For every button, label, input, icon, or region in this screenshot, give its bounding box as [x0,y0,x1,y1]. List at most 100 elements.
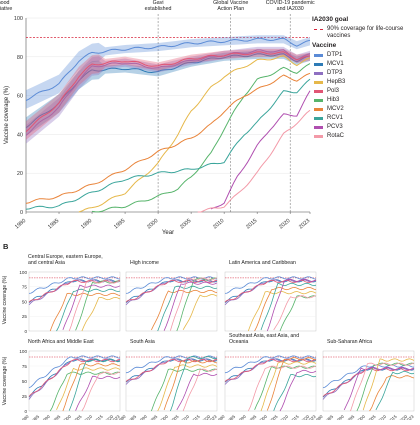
x-tick-label: 2023 [298,218,311,230]
legend: IA2030 goal 90% coverage for life-course… [312,13,416,142]
series-line-pol3 [125,358,218,382]
panel-a: 0 20 40 60 80 100 1980 1985 1990 1995 2000 2005 2010… [0,0,315,236]
x-tick-label: 1995 [247,414,258,420]
legend-swatch [314,126,323,130]
y-tick-label: 25 [22,314,28,319]
legend-swatch [314,90,323,94]
legend-label: MCV2 [327,106,344,113]
x-tick-label: 1980 [215,414,226,420]
series-line-hib3 [91,63,311,213]
x-tick-label: 2005 [179,218,192,230]
uncertainty-band-mcv1 [26,50,310,136]
series-line-hib3 [279,295,317,332]
x-tick-label: 1990 [80,218,93,230]
series-line-mcv2 [25,72,311,204]
y-tick-label: 60 [17,94,23,100]
series-line-rcv1 [25,78,311,210]
series-line-dtp3 [25,49,311,136]
small-multiple: Central Europe, eastern Europe, and centr… [19,254,121,334]
x-tick-label: 2023 [306,414,317,420]
series-line-pcv3 [176,372,218,411]
series-line-mcv2 [62,363,121,412]
series-line-rotac [273,295,317,331]
x-tick-label: 2000 [257,414,268,420]
series-line-dtp3 [224,358,317,385]
x-tick-label: 1990 [236,414,247,420]
legend-label: Hib3 [327,97,340,104]
legend-label: MCV1 [327,61,344,68]
legend-label: PCV3 [327,124,343,131]
x-tick-label: 1980 [116,414,127,420]
legend-item-rcv1: RCV1 [312,115,416,122]
event-label: COVID-19 pandemic and IA2030 [266,0,315,12]
small-multiple: Latin America and Caribbean [224,260,317,332]
legend-swatch [314,117,323,121]
y-tick-label: 0 [20,210,23,216]
legend-vaccine-list: DTP1 MCV1 DTP3 HepB3 Pol3 Hib3 MCV2 RCV1 PCV3 Rot… [312,52,416,139]
x-tick-label: 1995 [148,414,159,420]
series-line-rotac [68,280,121,332]
legend-label: Pol3 [327,88,340,95]
legend-label: HepB3 [327,79,346,86]
series-line-pcv3 [279,369,317,412]
x-tick-label: 2010 [83,414,94,420]
panel-b: B Central Europe, eastern Europe, and cent… [2,242,415,424]
series-line-hepb3 [362,358,415,411]
y-tick-label: 100 [14,16,23,22]
legend-label: DTP3 [327,70,343,77]
panel-b-y-label-2: Vaccine coverage (%) [2,356,8,405]
x-tick-label: 2005 [169,414,180,420]
series-line-hepb3 [157,364,218,412]
uncertainty-band-pol3 [26,48,310,140]
x-tick-label: 1990 [334,414,345,420]
y-tick-label: 20 [17,171,23,177]
x-tick-label: 1985 [226,414,237,420]
legend-swatch [314,99,323,103]
legend-item-mcv1: MCV1 [312,61,416,68]
x-tick-label: 1980 [313,414,324,420]
y-tick-label: 40 [17,132,23,138]
legend-item-rotac: RotaC [312,133,416,140]
legend-item-pol3: Pol3 [312,88,416,95]
series-line-rotac [197,109,311,213]
panel-b-y-label-1: Vaccine coverage (%) [2,275,8,324]
series-line-mcv1 [125,279,218,304]
legend-swatch [314,54,323,58]
series-line-rotac [247,365,317,412]
panel-title: Central Europe, eastern Europe, and centr… [28,254,103,266]
y-tick-label: 75 [22,285,28,290]
legend-swatch [314,108,323,112]
x-tick-label: 1990 [137,414,148,420]
series-line-hepb3 [182,293,218,331]
x-tick-label: 2020 [201,414,212,420]
series-line-rcv1 [260,282,317,331]
legend-item-hib3: Hib3 [312,97,416,104]
x-tick-label: 2015 [93,414,104,420]
series-line-mcv1 [25,53,311,129]
series-line-hepb3 [81,296,121,332]
x-tick-label: 1990 [40,414,51,420]
series-line-hepb3 [56,367,121,410]
legend-label: RCV1 [327,115,344,122]
small-multiple: North Africa and Middle East 0 25 50 75 100 19… [19,339,121,424]
legend-item-mcv2: MCV2 [312,106,416,113]
y-tick-label: 100 [19,270,27,275]
x-tick-label: 2005 [366,414,377,420]
x-tick-label: 2010 [279,414,290,420]
series-line-pcv3 [266,278,317,332]
series-line-rotac [350,362,415,412]
series-line-rcv1 [68,359,121,411]
series-line-pcv3 [62,284,121,331]
x-tick-label: 1985 [324,414,335,420]
x-tick-label: 1995 [345,414,356,420]
x-tick-label: 2000 [355,414,366,420]
series-line-rcv1 [170,356,218,412]
goal-line-swatch [314,29,323,30]
x-axis-label: Year [162,230,174,236]
series-line-dtp1 [224,355,317,374]
panel-title: Latin America and Caribbean [229,260,296,266]
x-tick-label: 2023 [207,414,218,420]
legend-swatch [314,63,323,67]
